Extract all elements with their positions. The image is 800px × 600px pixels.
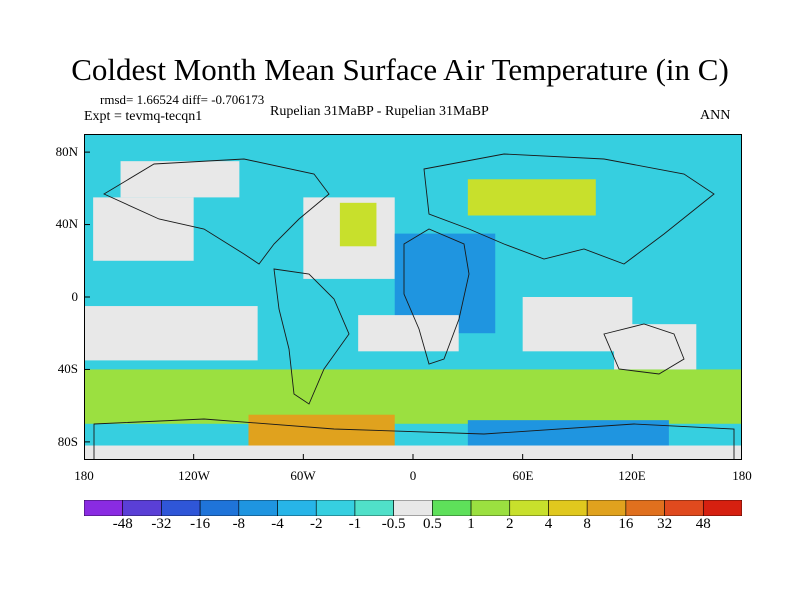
x-tick-label: 180 [74, 468, 94, 483]
colorbar-label: 8 [583, 516, 591, 532]
subtitle: Rupelian 31MaBP - Rupelian 31MaBP [270, 104, 489, 119]
experiment-label: Expt = tevmq-tecqn1 [84, 109, 203, 124]
colorbar-swatch [277, 500, 317, 516]
colorbar-label: -1 [348, 516, 362, 532]
colorbar-swatch [393, 500, 433, 516]
colorbar-label: 32 [657, 516, 673, 532]
x-tick-label: 0 [409, 468, 417, 483]
y-tick-label: 80N [55, 144, 78, 159]
coastline-0 [103, 158, 330, 265]
colorbar-swatch [548, 500, 588, 516]
colorbar-label: -16 [190, 516, 211, 532]
colorbar-swatch [238, 500, 278, 516]
colorbar-label: -48 [112, 516, 133, 532]
map-region-australia-neutral [614, 324, 697, 370]
colorbar-swatch [470, 500, 511, 516]
y-tick-label: 80S [57, 434, 78, 449]
map-region-southern-pacific-neutral [84, 306, 258, 361]
colorbar-swatch [625, 500, 665, 516]
colorbar [84, 500, 742, 516]
colorbar-swatch [702, 500, 742, 516]
map-region-antarctica-southpole-neutral [84, 445, 742, 460]
colorbar-swatch [122, 500, 162, 516]
y-tick-label: 40S [57, 361, 78, 376]
x-tick-label: 120E [618, 468, 646, 483]
x-tick-label: 180 [732, 468, 752, 483]
x-tick-label: 60W [290, 468, 316, 483]
map-region-south-atlantic-neutral [358, 315, 459, 352]
colorbar-swatch [199, 500, 240, 516]
map-region-weddell-warm [248, 414, 395, 451]
colorbar-label: -2 [309, 516, 323, 532]
coastline-4 [603, 323, 685, 375]
colorbar-label: -32 [151, 516, 172, 532]
colorbar-label: 48 [695, 516, 711, 532]
stats-text: rmsd= 1.66524 diff= -0.706173 [100, 92, 265, 107]
colorbar-label: 0.5 [422, 516, 442, 532]
coastline-3 [423, 153, 715, 265]
map-region-north-pacific-neutral [93, 197, 194, 261]
period-label: ANN [700, 108, 731, 123]
colorbar-swatch [509, 500, 549, 516]
colorbar-swatch [84, 500, 124, 516]
colorbar-swatch [161, 500, 201, 516]
map-region-north-atlantic-warm [339, 202, 377, 247]
map-region-eurasia-warm-band [467, 179, 596, 216]
colorbar-label: -8 [232, 516, 246, 532]
colorbar-swatch [586, 500, 627, 516]
temperature-map [84, 134, 742, 460]
x-tick-label: 60E [512, 468, 534, 483]
map-region-southern-ocean-warm [84, 369, 742, 424]
colorbar-label: 1 [467, 516, 475, 532]
coastline-1 [273, 268, 350, 405]
colorbar-swatch [315, 500, 356, 516]
colorbar-label: 4 [544, 516, 553, 532]
colorbar-swatch [432, 500, 472, 516]
y-tick-label: 40N [55, 216, 78, 231]
colorbar-swatch [354, 500, 394, 516]
chart-title: Coldest Month Mean Surface Air Temperatu… [71, 52, 729, 87]
map-region-arctic-canada-neutral [120, 161, 240, 198]
colorbar-label: -0.5 [381, 516, 406, 532]
x-tick-label: 120W [178, 468, 210, 483]
coastline-2 [403, 228, 470, 365]
colorbar-swatch [664, 500, 704, 516]
y-tick-label: 0 [71, 289, 79, 304]
colorbar-label: 16 [618, 516, 634, 532]
colorbar-label: -4 [271, 516, 284, 532]
coastline-5 [93, 418, 735, 460]
colorbar-label: 2 [506, 516, 514, 532]
